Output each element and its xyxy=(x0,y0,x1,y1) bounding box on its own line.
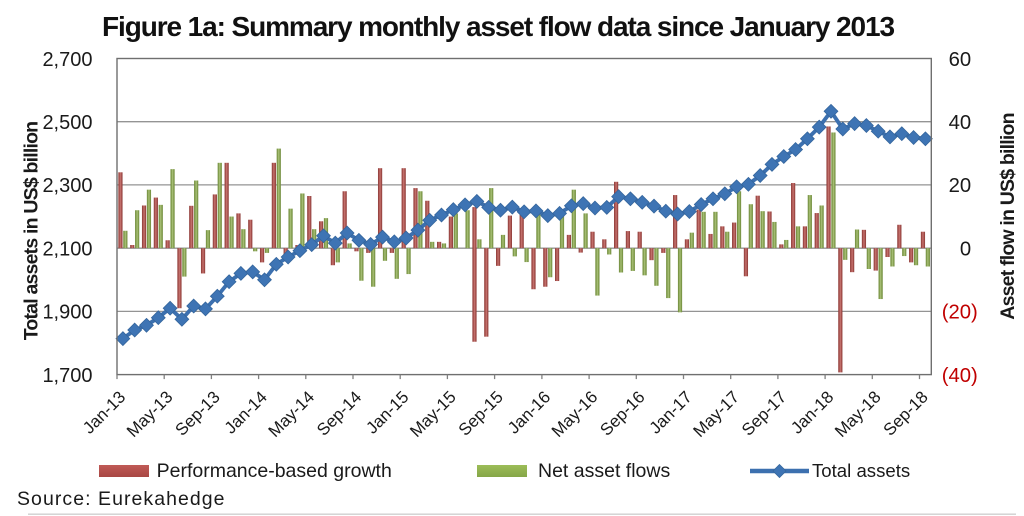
svg-text:40: 40 xyxy=(949,112,972,134)
svg-text:Total assets in US$ billion: Total assets in US$ billion xyxy=(21,122,43,341)
svg-text:1,700: 1,700 xyxy=(42,365,92,387)
svg-text:60: 60 xyxy=(949,49,972,71)
svg-text:(40): (40) xyxy=(942,365,978,387)
svg-text:(20): (20) xyxy=(942,302,978,324)
svg-text:Performance-based growth: Performance-based growth xyxy=(157,460,392,482)
svg-text:2,500: 2,500 xyxy=(42,112,92,134)
svg-text:2,300: 2,300 xyxy=(42,175,92,197)
svg-text:Total assets: Total assets xyxy=(812,460,910,481)
svg-text:Asset flow in US$ billion: Asset flow in US$ billion xyxy=(997,113,1019,319)
svg-text:1,900: 1,900 xyxy=(42,302,92,324)
svg-text:2,100: 2,100 xyxy=(42,239,92,261)
svg-text:20: 20 xyxy=(949,175,972,197)
svg-text:Source: Eurekahedge: Source: Eurekahedge xyxy=(17,488,226,510)
svg-text:2,700: 2,700 xyxy=(42,49,92,71)
svg-text:Net asset flows: Net asset flows xyxy=(538,460,670,482)
svg-text:Figure 1a: Summary monthly ass: Figure 1a: Summary monthly asset flow da… xyxy=(102,11,894,42)
svg-text:0: 0 xyxy=(960,239,971,261)
